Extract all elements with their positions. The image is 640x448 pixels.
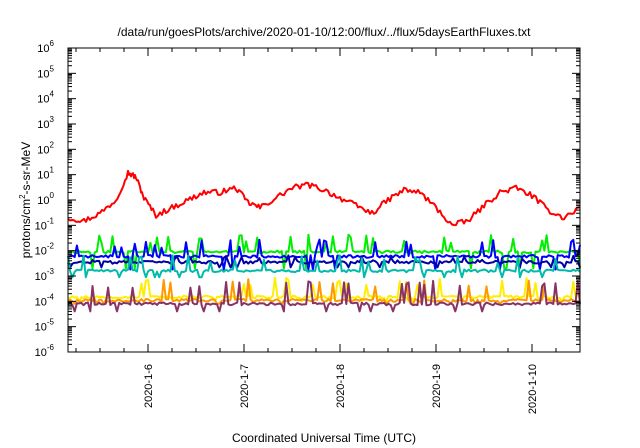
y-tick-base: 10 [37, 195, 49, 207]
y-tick-label: 10-5 [35, 318, 55, 334]
y-tick-exponent: -2 [47, 242, 55, 251]
y-tick-base: 10 [37, 170, 49, 182]
y-label-suffix: -s-sr-MeV [19, 142, 33, 195]
y-tick-exponent: 4 [50, 90, 55, 99]
x-tick-label: 2020-1-10 [527, 364, 539, 414]
x-tick-label: 2020-1-6 [143, 364, 155, 408]
y-tick-exponent: 0 [50, 191, 55, 200]
ticks-layer: 10-610-510-410-310-210-11001011021031041… [35, 39, 581, 414]
y-tick-exponent: -5 [47, 318, 55, 327]
y-tick-label: 106 [37, 39, 54, 55]
y-tick-label: 10-2 [35, 242, 55, 258]
y-tick-label: 103 [37, 115, 54, 131]
y-tick-base: 10 [35, 271, 47, 283]
y-tick-base: 10 [35, 296, 47, 308]
y-tick-base: 10 [37, 144, 49, 156]
y-tick-base: 10 [35, 322, 47, 334]
y-tick-exponent: 1 [50, 166, 55, 175]
y-tick-label: 101 [37, 166, 54, 182]
y-tick-label: 102 [37, 140, 54, 156]
y-tick-label: 104 [37, 90, 54, 106]
y-tick-label: 10-6 [35, 343, 55, 359]
y-label-prefix: protons/cm [19, 199, 33, 258]
x-tick-label: 2020-1-8 [335, 364, 347, 408]
series-line-7 [67, 278, 581, 305]
x-tick-label: 2020-1-7 [239, 364, 251, 408]
chart-title: /data/run/goesPlots/archive/2020-01-10/1… [118, 25, 532, 39]
y-tick-base: 10 [35, 246, 47, 258]
series-line-6 [67, 276, 581, 303]
y-tick-exponent: -3 [47, 267, 55, 276]
y-tick-exponent: -4 [47, 292, 55, 301]
x-axis-label: Coordinated Universal Time (UTC) [232, 431, 416, 445]
series-line-1 [67, 169, 581, 227]
y-tick-base: 10 [37, 119, 49, 131]
y-label-superscript: 2 [18, 194, 27, 199]
y-tick-label: 100 [37, 191, 54, 207]
y-tick-exponent: -1 [47, 216, 55, 225]
y-tick-base: 10 [37, 68, 49, 80]
y-tick-base: 10 [35, 347, 47, 359]
y-tick-label: 10-3 [35, 267, 55, 283]
series-layer [67, 169, 581, 313]
y-tick-label: 10-4 [35, 292, 55, 308]
y-tick-exponent: 3 [50, 115, 55, 124]
y-tick-exponent: 2 [50, 140, 55, 149]
y-tick-base: 10 [37, 43, 49, 55]
series-line-3 [67, 238, 581, 271]
y-tick-exponent: 5 [50, 64, 55, 73]
series-line-4 [67, 254, 581, 269]
y-tick-label: 10-1 [35, 216, 55, 232]
y-axis-label: protons/cm2-s-sr-MeV [18, 142, 33, 258]
x-tick-label: 2020-1-9 [431, 364, 443, 408]
y-tick-base: 10 [37, 94, 49, 106]
y-tick-exponent: 6 [50, 39, 55, 48]
series-line-5 [67, 254, 581, 279]
series-line-8 [67, 279, 581, 313]
y-tick-exponent: -6 [47, 343, 55, 352]
y-tick-base: 10 [35, 220, 47, 232]
y-tick-label: 105 [37, 64, 54, 80]
